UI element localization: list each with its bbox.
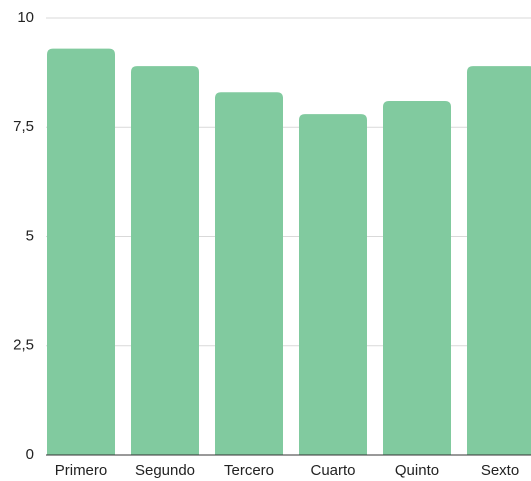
bar [383, 101, 451, 455]
bar [215, 92, 283, 455]
x-tick-label: Sexto [481, 462, 519, 479]
y-tick-label: 0 [26, 446, 34, 463]
bar [299, 114, 367, 455]
y-tick-label: 10 [17, 9, 34, 26]
x-tick-label: Tercero [224, 462, 274, 479]
y-tick-label: 2,5 [13, 337, 34, 354]
y-tick-label: 7,5 [13, 118, 34, 135]
bar [131, 66, 199, 455]
x-tick-label: Primero [55, 462, 108, 479]
x-tick-label: Segundo [135, 462, 195, 479]
y-tick-label: 5 [26, 227, 34, 244]
bar [47, 48, 115, 456]
x-tick-label: Quinto [395, 462, 439, 479]
x-tick-label: Cuarto [310, 462, 355, 479]
bar [467, 66, 531, 455]
